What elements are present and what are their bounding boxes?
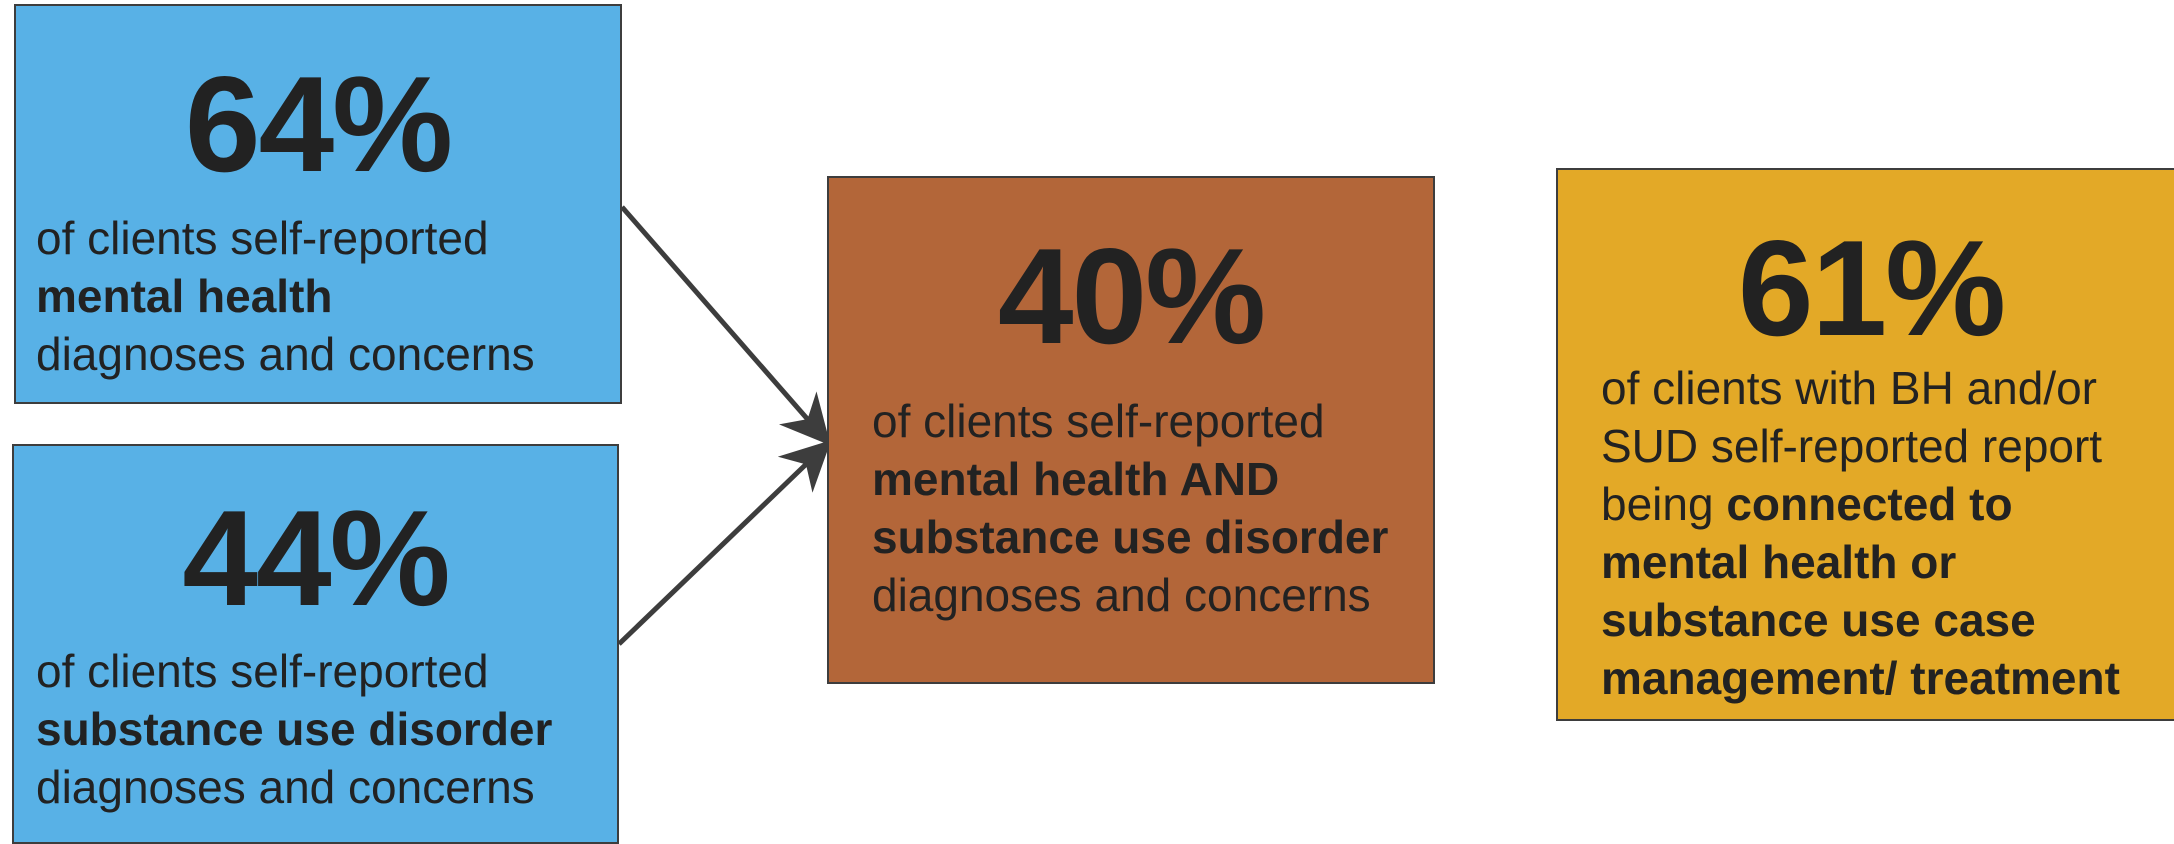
combined-line1: of clients self-reported [872,395,1325,447]
arrow-mental-health-to-combined [620,205,831,446]
combined-bold: mental health AND substance use disorder [872,453,1389,563]
mental-health-box: 64% of clients self-reported mental heal… [14,4,622,404]
substance-use-line3: diagnoses and concerns [36,761,535,813]
connected-description: of clients with BH and/or SUD self-repor… [1601,359,2161,707]
arrow-substance-use-to-combined [617,440,832,646]
combined-tail: diagnoses and concerns [872,569,1371,621]
substance-use-description: of clients self-reported substance use d… [36,642,636,816]
substance-use-bold: substance use disorder [36,703,553,755]
connected-percent: 61% [1737,212,2006,364]
substance-use-line1: of clients self-reported [36,645,489,697]
combined-description: of clients self-reported mental health A… [872,392,1412,624]
mental-health-bold: mental health [36,270,333,322]
substance-use-percent: 44% [182,482,450,634]
mental-health-line3: diagnoses and concerns [36,328,535,380]
mental-health-line1: of clients self-reported [36,212,489,264]
connected-line1: of clients with BH and/or SUD self-repor… [1601,362,2103,530]
connected-bold: connected to mental health or substance … [1601,478,2120,704]
mental-health-percent: 64% [184,48,453,200]
combined-box: 40% of clients self-reported mental heal… [827,176,1435,684]
substance-use-box: 44% of clients self-reported substance u… [12,444,619,844]
mental-health-description: of clients self-reported mental health d… [36,209,636,383]
connected-box: 61% of clients with BH and/or SUD self-r… [1556,168,2174,721]
combined-percent: 40% [997,220,1266,372]
